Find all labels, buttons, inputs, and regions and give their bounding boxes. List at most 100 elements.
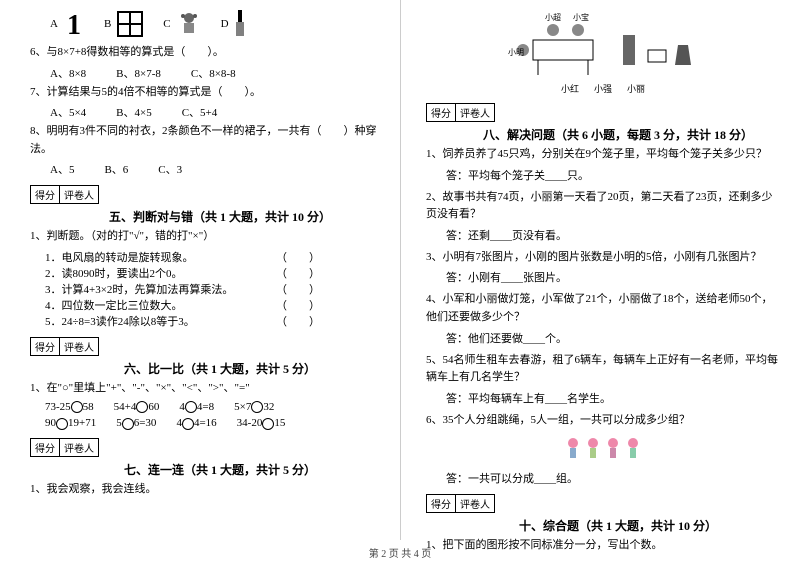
- cmp-2-2: 56=30: [116, 417, 156, 429]
- tf3-text: 3．计算4+3×2时，先算加法再算乘法。: [45, 281, 233, 297]
- a8-2: 答：还剩____页没有看。: [446, 227, 780, 243]
- tf1-text: 1．电风扇的转动是旋转现象。: [45, 249, 194, 265]
- cmp-1-4: 5×732: [234, 401, 274, 413]
- section-7-title: 七、连一连（共 1 大题，共计 5 分）: [60, 461, 380, 478]
- opt-b: B: [104, 11, 143, 37]
- svg-text:小明: 小明: [508, 48, 524, 57]
- q8-4: 4、小军和小丽做灯笼，小军做了21个，小丽做了18个，送给老师50个，他们还要做…: [426, 291, 780, 326]
- a8-5: 答：平均每辆车上有____名学生。: [446, 390, 780, 406]
- q6-text: 6、与8×7+8得数相等的算式是（ ）。: [30, 44, 380, 62]
- grid-square-icon: [117, 11, 143, 37]
- section-5-title: 五、判断对与错（共 1 大题，共计 10 分）: [60, 208, 380, 225]
- tf-5: 5．24÷8=3读作24除以8等于3。 （ ）: [45, 313, 380, 329]
- cmp-1-1: 73-2558: [45, 401, 94, 413]
- tf-4: 4．四位数一定比三位数大。（ ）: [45, 297, 380, 313]
- a8-1: 答：平均每个笼子关____只。: [446, 167, 780, 183]
- tf2-text: 2．读8090时，要读出2个0。: [45, 265, 183, 281]
- opt-d-label: D: [221, 18, 229, 30]
- section-8-title: 八、解决问题（共 6 小题，每题 3 分，共计 18 分）: [456, 126, 780, 143]
- opt-c-label: C: [163, 18, 170, 30]
- cmp-row-1: 73-2558 54+460 44=8 5×732: [45, 401, 380, 413]
- opt-d: D: [221, 10, 245, 38]
- tf5-text: 5．24÷8=3读作24除以8等于3。: [45, 313, 195, 329]
- q8-text: 8、明明有3件不同的衬衣，2条颜色不一样的裙子，一共有（ ）种穿法。: [30, 123, 380, 158]
- tf4-paren: （ ）: [276, 297, 320, 313]
- q6-opt-c: C、8×8-8: [191, 65, 236, 81]
- right-column: 小超 小宝 小明 小红 小强 小丽 得分 评卷人 八、解决问题（共 6 小题，每…: [400, 0, 800, 540]
- a8-4: 答：他们还要做____个。: [446, 330, 780, 346]
- section-8-head: 得分 评卷人: [426, 103, 780, 122]
- q8-opt-b: B、6: [104, 161, 128, 177]
- q6-opts: A、8×8 B、8×7-8 C、8×8-8: [50, 65, 380, 81]
- section-10-title: 十、综合题（共 1 大题，共计 10 分）: [456, 517, 780, 534]
- comb-icon: [235, 10, 245, 38]
- section-5-head: 得分 评卷人: [30, 185, 380, 204]
- tf-head: 1、判断题。（对的打"√"，错的打"×"）: [30, 228, 380, 246]
- kid-3: 小强: [594, 82, 612, 95]
- cmp-2-3: 44=16: [176, 417, 216, 429]
- section-6-head: 得分 评卷人: [30, 337, 380, 356]
- score-label-7: 得分: [31, 439, 60, 456]
- q8-3: 3、小明有7张图片，小刚的图片张数是小明的5倍，小刚有几张图片？: [426, 249, 780, 267]
- q8-5: 5、54名师生租车去春游，租了6辆车，每辆车上正好有一名老师，平均每辆车上有几名…: [426, 352, 780, 387]
- q8-opts: A、5 B、6 C、3: [50, 161, 380, 177]
- score-label-6: 得分: [31, 338, 60, 355]
- q6-opt-a: A、8×8: [50, 65, 86, 81]
- score-box-6: 得分 评卷人: [30, 337, 99, 356]
- tf2-paren: （ ）: [276, 265, 320, 281]
- q7-opt-b: B、4×5: [116, 104, 152, 120]
- tf-2: 2．读8090时，要读出2个0。 （ ）: [45, 265, 380, 281]
- tf-3: 3．计算4+3×2时，先算加法再算乘法。 （ ）: [45, 281, 380, 297]
- svg-text:1: 1: [67, 10, 81, 38]
- section-10-head: 得分 评卷人: [426, 494, 780, 513]
- cmp-1-3: 44=8: [179, 401, 214, 413]
- q7-text: 7、计算结果与5的4倍不相等的算式是（ ）。: [30, 84, 380, 102]
- cmp-2-4: 34-2015: [237, 417, 286, 429]
- tf1-paren: （ ）: [276, 249, 320, 265]
- score-label: 得分: [31, 186, 60, 203]
- q8-opt-c: C、3: [158, 161, 182, 177]
- grader-label-6: 评卷人: [60, 338, 98, 355]
- a8-6: 答：一共可以分成____组。: [446, 470, 780, 486]
- cmp-head: 1、在"○"里填上"+"、"-"、"×"、"<"、">"、"=": [30, 380, 380, 398]
- q7-opts: A、5×4 B、4×5 C、5+4: [50, 104, 380, 120]
- section-7-head: 得分 评卷人: [30, 438, 380, 457]
- section-6-title: 六、比一比（共 1 大题，共计 5 分）: [60, 360, 380, 377]
- jumprope-illustration: [426, 433, 780, 466]
- q6-opt-b: B、8×7-8: [116, 65, 161, 81]
- digit-one-icon: 1: [64, 10, 84, 38]
- grader-label-7: 评卷人: [60, 439, 98, 456]
- q7-1-text: 1、我会观察，我会连线。: [30, 481, 380, 499]
- score-label-8: 得分: [427, 104, 456, 121]
- score-box-5: 得分 评卷人: [30, 185, 99, 204]
- tf5-paren: （ ）: [276, 313, 320, 329]
- jumprope-icon: [558, 433, 648, 463]
- q8-1: 1、饲养员养了45只鸡，分别关在9个笼子里，平均每个笼子关多少只？: [426, 146, 780, 164]
- q8-opt-a: A、5: [50, 161, 74, 177]
- cmp-2-1: 9019+71: [45, 417, 96, 429]
- kids-labels: 小红 小强 小丽: [426, 82, 780, 95]
- score-box-8: 得分 评卷人: [426, 103, 495, 122]
- character-icon: [177, 10, 201, 38]
- svg-text:小宝: 小宝: [573, 12, 589, 22]
- opt-a-label: A: [50, 18, 58, 30]
- opt-b-label: B: [104, 18, 111, 30]
- q7-opt-a: A、5×4: [50, 104, 86, 120]
- grader-label-8: 评卷人: [456, 104, 494, 121]
- grader-label-10: 评卷人: [456, 495, 494, 512]
- cmp-1-2: 54+460: [114, 401, 160, 413]
- q8-6: 6、35个人分组跳绳，5人一组，一共可以分成多少组？: [426, 412, 780, 430]
- left-column: A 1 B C D 6、与8×7+8得数相等的算式是（ ）。 A、8×8 B、8…: [0, 0, 400, 540]
- kid-2: 小红: [561, 82, 579, 95]
- tf3-paren: （ ）: [276, 281, 320, 297]
- cmp-row-2: 9019+71 56=30 44=16 34-2015: [45, 417, 380, 429]
- q7-opt-c: C、5+4: [182, 104, 218, 120]
- tf-1: 1．电风扇的转动是旋转现象。 （ ）: [45, 249, 380, 265]
- score-label-10: 得分: [427, 495, 456, 512]
- opt-c: C: [163, 10, 200, 38]
- kids-illustration: 小超 小宝 小明 小红 小强 小丽: [426, 10, 780, 95]
- q8-2: 2、故事书共有74页，小丽第一天看了20页，第二天看了23页，还剩多少页没有看？: [426, 189, 780, 224]
- option-icons-row: A 1 B C D: [50, 10, 380, 38]
- a8-3: 答：小刚有____张图片。: [446, 269, 780, 285]
- kids-desk-icon: 小超 小宝 小明: [503, 10, 703, 80]
